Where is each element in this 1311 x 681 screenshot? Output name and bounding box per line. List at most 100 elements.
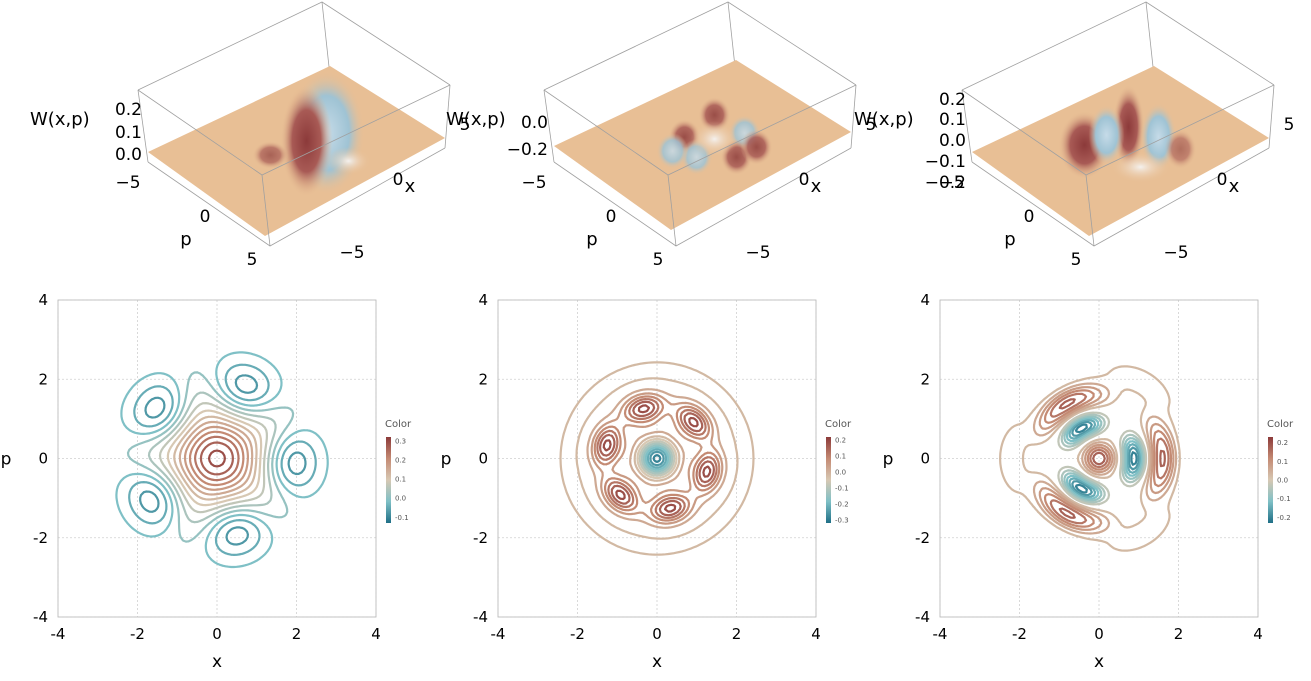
legend-tick: -0.1: [1277, 495, 1291, 503]
contour-line: [183, 425, 249, 491]
legend-tick: 0.1: [835, 453, 846, 461]
z-tick-label: −0.1: [925, 152, 966, 172]
contour-line: [158, 402, 268, 514]
x-axis-label: x: [652, 652, 662, 672]
x-axis-label: x: [405, 176, 416, 197]
y-tick-label: 2: [478, 370, 488, 388]
x-tick-label: 0: [799, 170, 810, 190]
contour-line: [173, 415, 258, 501]
surface-peak: [252, 141, 289, 169]
x-tick-label: 5: [460, 115, 471, 135]
z-tick-label: 0.1: [939, 110, 966, 130]
y-tick-label: -2: [915, 529, 930, 547]
x-tick-label: 2: [1174, 625, 1184, 643]
box-edge-front: [261, 174, 271, 247]
contour-line: [644, 446, 670, 471]
x-tick-label: 5: [1284, 115, 1295, 135]
z-tick-label: 0.0: [939, 131, 966, 151]
surface-plot-2: W(x,p) 0.0 −0.2 −5 0 5 p 5 0 −5 x: [446, 1, 876, 270]
box-edge-back: [961, 1, 1275, 91]
contour-line: [559, 361, 755, 556]
contour-line: [593, 395, 721, 522]
x-tick-label: 4: [1253, 625, 1263, 643]
p-tick-label: −5: [939, 173, 964, 193]
x-tick-label: -2: [570, 625, 585, 643]
y-tick-label: 2: [920, 370, 930, 388]
colorbar: [826, 437, 831, 523]
x-tick-label: 2: [292, 625, 302, 643]
p-tick-label: 0: [606, 207, 617, 227]
contour-line: [646, 448, 668, 469]
contour-line: [652, 454, 662, 463]
contour-line: [199, 441, 234, 476]
contour-line: [194, 435, 240, 482]
x-tick-label: -4: [51, 625, 66, 643]
box-edge-back: [137, 1, 451, 91]
contour-line: [640, 442, 674, 475]
legend-tick: 0.1: [1277, 458, 1288, 466]
legend-tick: -0.2: [1277, 514, 1291, 522]
legend-tick: 0.0: [1277, 477, 1288, 485]
colorbar: [386, 437, 391, 523]
y-tick-label: -4: [915, 608, 930, 626]
legend-tick: 0.0: [395, 495, 406, 503]
z-axis-label: W(x,p): [854, 109, 914, 130]
plot-frame: [497, 299, 817, 618]
contour-line: [590, 392, 724, 525]
surface-peak: [740, 129, 773, 165]
contour-plot-2: -4 -2 0 2 4 -4 -2 0 2 4 x p Color 0.2 0.1 0.0 -0.1 -0.2 -0…: [441, 291, 852, 672]
x-tick-label: −5: [745, 243, 770, 263]
contour-line: [649, 450, 665, 467]
plot-frame: [57, 299, 377, 618]
contour-line: [1038, 386, 1175, 531]
box-edge-right: [850, 84, 857, 149]
contour-line: [1058, 398, 1166, 519]
z-tick-label: −0.2: [507, 140, 548, 160]
x-tick-label: -4: [933, 625, 948, 643]
box-edge-back: [321, 1, 331, 77]
y-tick-label: -2: [473, 529, 488, 547]
legend-tick: 0.1: [395, 476, 406, 484]
y-tick-label: 0: [478, 450, 488, 468]
p-tick-label: −5: [115, 173, 140, 193]
box-edge-right: [1268, 84, 1275, 149]
p-tick-label: −5: [521, 173, 546, 193]
box-edge-front: [667, 174, 677, 247]
surface-peak: [690, 121, 739, 157]
z-tick-label: 0.2: [115, 100, 142, 120]
p-tick-label: 5: [653, 250, 664, 270]
legend-tick: -0.2: [835, 500, 849, 508]
z-axis-label: W(x,p): [446, 109, 506, 130]
y-tick-label: -2: [33, 529, 48, 547]
legend-tick: 0.2: [1277, 439, 1288, 447]
y-tick-label: 0: [38, 450, 48, 468]
contour-line: [1074, 423, 1138, 494]
contour-line: [586, 388, 728, 529]
contour-line: [188, 430, 245, 487]
x-tick-label: -2: [1012, 625, 1027, 643]
contour-line: [602, 404, 712, 513]
surface-peak: [280, 85, 333, 197]
contour-line: [166, 409, 263, 507]
p-tick-label: 0: [1024, 207, 1035, 227]
contour-line: [1060, 413, 1146, 504]
contour-line: [115, 351, 329, 569]
x-tick-label: 4: [811, 625, 821, 643]
y-axis-label: p: [883, 450, 894, 470]
x-axis-label: x: [1094, 652, 1104, 672]
z-axis-label: W(x,p): [30, 109, 90, 130]
x-tick-label: -4: [491, 625, 506, 643]
contour-plot-3: -4 -2 0 2 4 -4 -2 0 2 4 x p Color 0.2 0.1 0.0 -0.1 -0.2: [883, 291, 1294, 672]
legend-title: Color: [825, 419, 852, 430]
colorbar: [1268, 437, 1273, 523]
y-axis-label: p: [1, 450, 12, 470]
contour-line: [1032, 382, 1178, 535]
x-tick-label: -2: [130, 625, 145, 643]
contour-line: [126, 371, 295, 543]
legend-tick: -0.3: [835, 516, 849, 524]
p-axis-label: p: [180, 229, 191, 250]
surface-plot-1: W(x,p) 0.2 0.10.0 −5 0 5 p 5 0 −5 x: [30, 1, 471, 270]
contour-line: [1063, 415, 1145, 502]
x-tick-label: −5: [339, 243, 364, 263]
